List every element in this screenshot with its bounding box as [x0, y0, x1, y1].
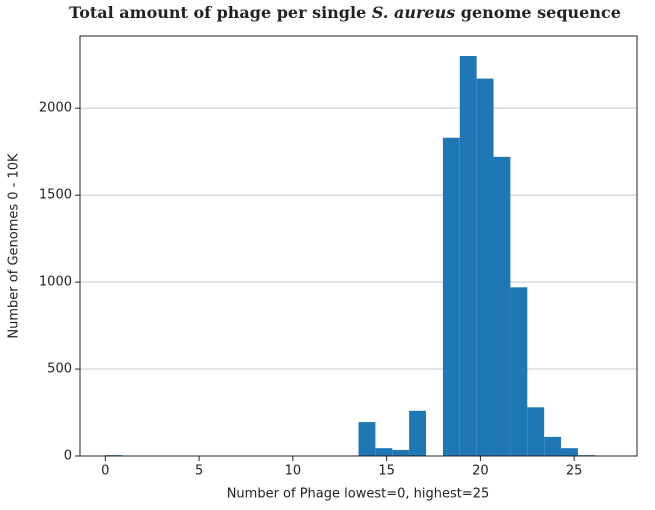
bar [476, 78, 494, 456]
bar [358, 422, 376, 456]
bar [510, 287, 528, 456]
y-tick-label: 500 [47, 362, 72, 377]
bar [442, 137, 460, 456]
x-tick-label: 10 [285, 464, 302, 479]
bar [544, 436, 562, 456]
y-tick-label: 1500 [39, 188, 72, 203]
y-tick-label: 2000 [39, 101, 72, 116]
plot-frame [79, 35, 638, 457]
y-axis-label: Number of Genomes 0 - 10K [7, 153, 22, 339]
title-part: genome sequence [455, 3, 621, 22]
x-tick-label: 5 [195, 464, 203, 479]
y-tick-label: 0 [64, 449, 72, 464]
x-tick-label: 15 [378, 464, 395, 479]
bar [392, 449, 410, 456]
chart-title: Total amount of phage per single S. aure… [69, 3, 621, 22]
x-tick-label: 20 [472, 464, 489, 479]
bar [375, 448, 393, 456]
bar [493, 156, 511, 456]
x-tick-label: 25 [566, 464, 583, 479]
bar [459, 56, 477, 456]
title-part: Total amount of phage per single [69, 3, 372, 22]
bar [527, 407, 545, 456]
bar [409, 410, 427, 456]
y-tick-label: 1000 [39, 275, 72, 290]
title-part: S. aureus [372, 3, 455, 22]
x-axis-label: Number of Phage lowest=0, highest=25 [227, 487, 490, 502]
bar [561, 448, 578, 456]
x-tick-label: 0 [101, 464, 109, 479]
